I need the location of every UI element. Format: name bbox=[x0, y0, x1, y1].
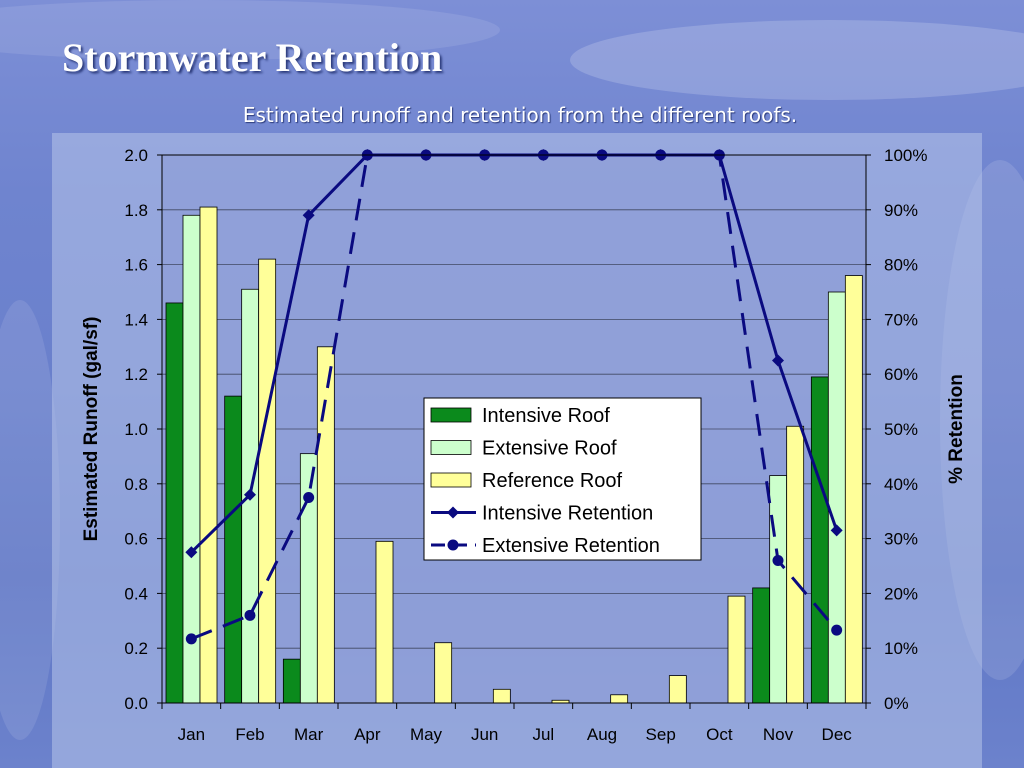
y-tick-label: 0.0 bbox=[124, 694, 148, 713]
y2-tick-label: 40% bbox=[884, 475, 918, 494]
data-point bbox=[830, 524, 843, 537]
bar bbox=[299, 453, 318, 704]
bar bbox=[199, 206, 218, 704]
bar bbox=[282, 658, 301, 704]
data-point bbox=[185, 633, 197, 645]
y2-tick-label: 80% bbox=[884, 256, 918, 275]
y2-tick-label: 50% bbox=[884, 420, 918, 439]
data-point bbox=[831, 624, 843, 636]
legend-marker bbox=[447, 539, 459, 551]
data-point bbox=[244, 488, 256, 501]
data-point bbox=[303, 492, 315, 503]
bar bbox=[182, 214, 201, 704]
y-tick-label: 0.6 bbox=[124, 530, 148, 549]
bar bbox=[827, 291, 846, 704]
y2-tick-label: 90% bbox=[884, 201, 918, 220]
y-tick-label: 1.6 bbox=[124, 256, 148, 275]
data-point bbox=[302, 209, 315, 222]
y-tick-label: 1.8 bbox=[124, 201, 148, 220]
y2-tick-label: 10% bbox=[884, 639, 918, 658]
bar bbox=[727, 595, 746, 704]
y2-axis-label: % Retention bbox=[946, 374, 967, 484]
x-tick-label: Oct bbox=[706, 725, 733, 744]
y-tick-label: 2.0 bbox=[124, 146, 148, 165]
data-point bbox=[772, 555, 784, 567]
y-tick-label: 1.2 bbox=[124, 365, 148, 384]
bar bbox=[810, 376, 829, 704]
bar bbox=[165, 302, 184, 704]
y2-tick-label: 70% bbox=[884, 310, 918, 329]
data-point bbox=[185, 546, 198, 559]
x-tick-label: Dec bbox=[822, 725, 853, 744]
legend-swatch bbox=[430, 440, 472, 455]
bar bbox=[492, 688, 511, 704]
y2-tick-label: 60% bbox=[884, 365, 918, 384]
slide-title: Stormwater Retention bbox=[62, 35, 443, 80]
x-tick-label: Mar bbox=[294, 725, 324, 744]
bar bbox=[610, 694, 629, 704]
legend-label: Reference Roof bbox=[482, 470, 623, 492]
bar bbox=[769, 475, 788, 704]
y-axis-label: Estimated Runoff (gal/sf) bbox=[81, 317, 102, 542]
legend-swatch bbox=[430, 472, 472, 488]
legend-label: Intensive Retention bbox=[482, 503, 653, 525]
y-tick-label: 0.8 bbox=[124, 475, 148, 494]
y-tick-label: 0.2 bbox=[124, 639, 148, 658]
x-tick-label: Nov bbox=[763, 725, 794, 744]
x-tick-label: Jun bbox=[471, 725, 498, 744]
legend-label: Extensive Roof bbox=[482, 438, 617, 460]
plot-border bbox=[161, 154, 867, 704]
x-tick-label: Feb bbox=[235, 725, 264, 744]
bar bbox=[752, 587, 771, 704]
x-tick-label: Sep bbox=[646, 725, 676, 744]
bar bbox=[258, 258, 277, 704]
y2-tick-label: 20% bbox=[884, 584, 918, 603]
bar bbox=[668, 675, 687, 704]
slide-subtitle: Estimated runoff and retention from the … bbox=[242, 103, 798, 127]
y2-tick-label: 30% bbox=[884, 530, 918, 549]
x-tick-label: Aug bbox=[587, 725, 617, 744]
legend-label: Extensive Retention bbox=[482, 535, 660, 557]
x-tick-label: Jan bbox=[178, 725, 205, 744]
data-point bbox=[772, 354, 784, 367]
bar bbox=[844, 275, 863, 704]
y2-tick-label: 0% bbox=[884, 694, 909, 713]
legend-marker bbox=[447, 506, 459, 519]
x-tick-label: May bbox=[410, 725, 443, 744]
legend-label: Intensive Roof bbox=[482, 405, 610, 427]
y-tick-label: 1.0 bbox=[124, 420, 148, 439]
legend-swatch bbox=[430, 407, 472, 423]
x-tick-label: Apr bbox=[354, 725, 381, 744]
data-point bbox=[244, 609, 256, 621]
y-tick-label: 0.4 bbox=[124, 584, 148, 603]
bar bbox=[786, 425, 805, 704]
x-tick-label: Jul bbox=[532, 725, 554, 744]
bar bbox=[224, 395, 243, 704]
y2-tick-label: 100% bbox=[884, 146, 927, 165]
bar bbox=[434, 642, 453, 704]
bar bbox=[375, 540, 394, 704]
y-tick-label: 1.4 bbox=[124, 310, 148, 329]
